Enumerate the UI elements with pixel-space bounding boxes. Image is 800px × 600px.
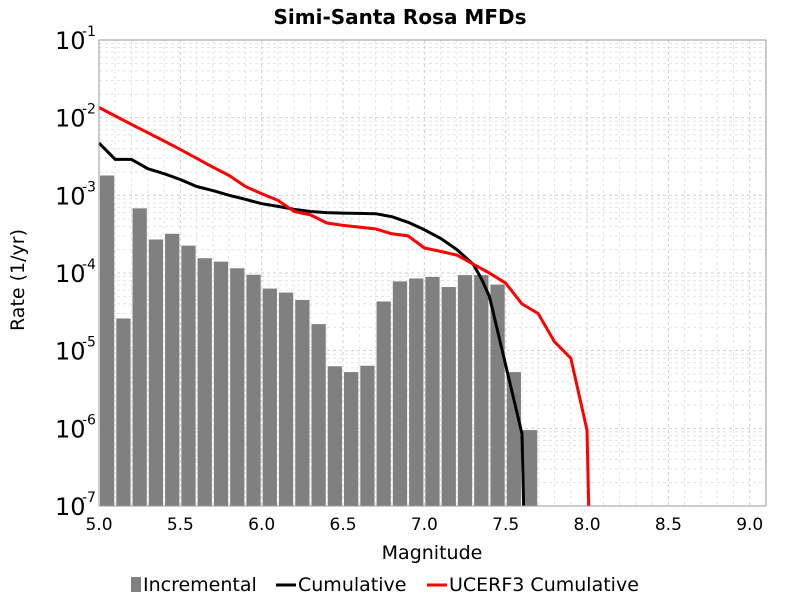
incremental-bar [474,275,489,506]
y-tick-label: 10-5 [55,335,96,366]
incremental-bar [409,278,424,506]
incremental-bar [246,274,261,506]
y-tick-exponent: -5 [82,335,96,351]
x-axis-label: Magnitude [382,542,483,564]
y-tick-label: 10-3 [55,179,96,210]
y-tick-base: 10 [55,182,86,210]
incremental-bar [392,281,408,506]
incremental-bar [132,208,147,507]
incremental-bar [344,372,359,506]
cumulative-lines [97,106,591,507]
y-tick-exponent: -6 [82,412,96,428]
cumulative-line [97,142,526,507]
y-tick-exponent: -1 [82,24,96,40]
incremental-bar [360,365,375,506]
plot-area-frame [98,39,767,507]
ucerf3-cumulative-line [98,106,591,507]
y-tick-base: 10 [55,105,86,133]
incremental-bars [100,175,538,507]
legend-label-cumulative: Cumulative [298,574,406,596]
x-tick-label: 5.0 [85,515,112,535]
legend-label-incremental: Incremental [143,574,257,596]
y-tick-exponent: -7 [82,490,96,506]
incremental-bar [230,268,245,506]
y-axis-ticks: 10-110-210-310-410-510-610-7 [55,24,96,521]
incremental-bar [262,288,277,506]
x-tick-label: 6.0 [248,515,275,535]
y-tick-base: 10 [55,260,86,288]
x-tick-label: 5.5 [167,515,194,535]
chart-title: Simi-Santa Rosa MFDs [274,5,527,29]
incremental-bar [506,372,521,506]
incremental-bar [148,239,164,506]
incremental-bar [213,261,229,506]
incremental-bar [295,299,310,506]
y-tick-exponent: -2 [82,102,96,118]
x-tick-label: 8.5 [655,515,682,535]
incremental-bar [376,301,391,506]
x-tick-label: 6.5 [330,515,357,535]
incremental-bar [457,275,473,506]
incremental-bar [116,318,131,506]
x-tick-label: 7.0 [411,515,438,535]
y-tick-label: 10-2 [55,102,96,133]
legend: Incremental Cumulative UCERF3 Cumulative [131,574,639,596]
incremental-bar [441,287,456,506]
legend-swatch-incremental [131,577,141,592]
incremental-bar [278,292,294,506]
y-axis-label: Rate (1/yr) [7,229,29,331]
y-tick-base: 10 [55,493,86,521]
x-tick-label: 7.5 [492,515,519,535]
x-tick-label: 9.0 [736,515,763,535]
incremental-bar [425,276,440,506]
incremental-bar [327,366,343,506]
incremental-bar [311,324,326,506]
y-tick-label: 10-1 [55,24,96,55]
y-tick-exponent: -3 [82,179,96,195]
incremental-bar [165,233,180,507]
y-tick-exponent: -4 [82,257,96,273]
y-tick-base: 10 [55,338,86,366]
x-axis-ticks: 5.0 5.5 6.0 6.5 7.0 7.5 8.0 8.5 9.0 [85,515,763,535]
incremental-bar [197,258,212,506]
legend-label-ucerf3: UCERF3 Cumulative [449,574,639,596]
y-tick-base: 10 [55,415,86,443]
y-tick-base: 10 [55,27,86,55]
x-tick-label: 8.0 [574,515,601,535]
incremental-bar [522,430,538,506]
y-tick-label: 10-6 [55,412,96,443]
y-tick-label: 10-4 [55,257,96,288]
incremental-bar [181,245,196,506]
y-tick-label: 10-7 [55,490,96,521]
incremental-bar [100,175,115,506]
incremental-bar [490,284,505,506]
